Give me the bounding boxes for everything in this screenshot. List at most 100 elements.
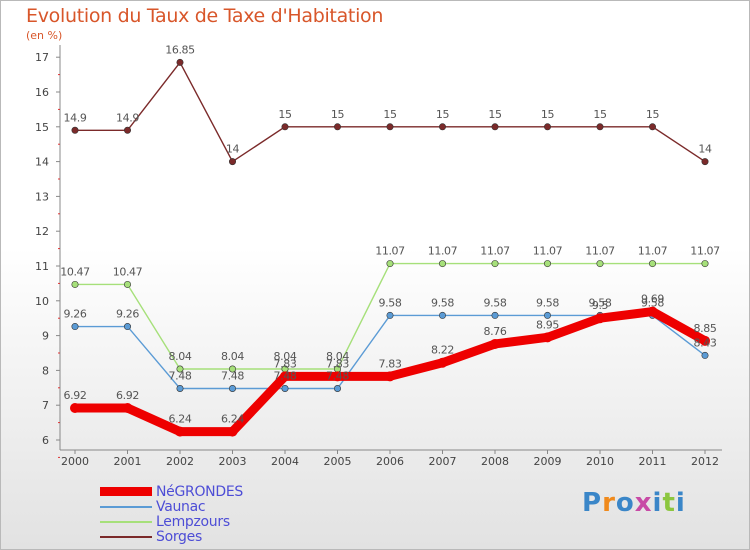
data-point-vaunac bbox=[124, 323, 132, 331]
logo-letter: r bbox=[602, 488, 616, 518]
data-label-vaunac: 7.48 bbox=[274, 369, 297, 382]
data-label-vaunac: 9.58 bbox=[484, 296, 507, 309]
data-label-négrondes: 8.95 bbox=[536, 318, 559, 331]
logo-letter: x bbox=[634, 488, 653, 518]
data-label-sorges: 15 bbox=[488, 108, 502, 121]
data-point-négrondes bbox=[385, 371, 395, 382]
data-point-sorges bbox=[596, 123, 604, 131]
data-label-lempzours: 11.07 bbox=[690, 245, 720, 258]
data-label-lempzours: 11.07 bbox=[638, 245, 668, 258]
data-label-vaunac: 9.58 bbox=[536, 296, 559, 309]
data-label-négrondes: 6.24 bbox=[169, 413, 192, 426]
data-point-négrondes bbox=[595, 313, 605, 324]
data-label-lempzours: 11.07 bbox=[375, 245, 405, 258]
data-label-sorges: 14 bbox=[698, 143, 712, 156]
y-tick-label: 15 bbox=[35, 121, 49, 134]
x-tick-label: 2000 bbox=[61, 455, 89, 468]
data-label-lempzours: 11.07 bbox=[585, 245, 615, 258]
data-label-vaunac: 9.26 bbox=[116, 308, 139, 321]
data-point-lempzours bbox=[701, 260, 709, 268]
x-tick-label: 2011 bbox=[639, 455, 667, 468]
data-point-négrondes bbox=[542, 332, 553, 343]
x-tick-label: 2007 bbox=[429, 455, 457, 468]
y-tick-label: 7 bbox=[42, 399, 49, 412]
legend-item: Vaunac bbox=[100, 498, 243, 515]
data-point-lempzours bbox=[386, 260, 394, 268]
data-label-négrondes: 7.83 bbox=[326, 357, 349, 370]
legend-label: NéGRONDES bbox=[156, 483, 243, 500]
data-label-lempzours: 11.07 bbox=[480, 245, 510, 258]
logo-letter: i bbox=[675, 488, 686, 518]
data-label-lempzours: 8.04 bbox=[326, 350, 349, 363]
data-label-lempzours: 10.47 bbox=[60, 265, 90, 278]
data-point-négrondes bbox=[70, 402, 80, 413]
data-label-vaunac: 8.43 bbox=[694, 336, 717, 349]
data-point-vaunac bbox=[491, 311, 499, 319]
data-label-sorges: 15 bbox=[278, 108, 292, 121]
legend-item: Lempzours bbox=[100, 514, 243, 530]
data-point-négrondes bbox=[227, 426, 238, 437]
data-point-sorges bbox=[648, 123, 656, 131]
data-point-sorges bbox=[229, 158, 237, 166]
data-label-négrondes: 8.85 bbox=[694, 322, 717, 335]
data-point-lempzours bbox=[596, 260, 604, 268]
legend-swatch bbox=[100, 520, 152, 523]
data-point-négrondes bbox=[490, 338, 500, 349]
legend-swatch bbox=[100, 535, 152, 538]
legend-label: Vaunac bbox=[156, 498, 206, 515]
data-label-sorges: 16.85 bbox=[165, 43, 195, 56]
data-point-négrondes bbox=[122, 402, 133, 413]
data-point-sorges bbox=[71, 126, 79, 134]
data-point-vaunac bbox=[333, 384, 341, 392]
data-label-lempzours: 8.04 bbox=[274, 350, 297, 363]
data-point-sorges bbox=[438, 123, 446, 131]
data-label-négrondes: 8.76 bbox=[484, 325, 507, 338]
y-tick-label: 13 bbox=[35, 190, 49, 203]
data-label-sorges: 15 bbox=[541, 108, 555, 121]
legend-item: NéGRONDES bbox=[100, 483, 243, 500]
data-label-négrondes: 7.83 bbox=[379, 357, 402, 370]
data-label-vaunac: 9.58 bbox=[589, 296, 612, 309]
legend-item: Sorges bbox=[100, 528, 243, 545]
data-point-lempzours bbox=[124, 280, 132, 288]
x-tick-label: 2010 bbox=[586, 455, 614, 468]
data-point-vaunac bbox=[386, 311, 394, 319]
x-tick-label: 2004 bbox=[271, 455, 299, 468]
x-tick-label: 2003 bbox=[219, 455, 247, 468]
x-tick-label: 2001 bbox=[114, 455, 142, 468]
data-label-vaunac: 7.48 bbox=[221, 369, 244, 382]
data-label-sorges: 15 bbox=[331, 108, 345, 121]
x-tick-label: 2012 bbox=[691, 455, 719, 468]
legend-label: Sorges bbox=[156, 528, 202, 545]
data-point-sorges bbox=[281, 123, 289, 131]
x-tick-label: 2008 bbox=[481, 455, 509, 468]
data-point-lempzours bbox=[648, 260, 656, 268]
data-label-vaunac: 7.48 bbox=[326, 369, 349, 382]
legend: NéGRONDES Vaunac Lempzours Sorges bbox=[100, 483, 243, 545]
data-point-lempzours bbox=[229, 365, 237, 373]
data-point-négrondes bbox=[700, 335, 710, 346]
data-label-vaunac: 9.58 bbox=[641, 296, 664, 309]
data-point-sorges bbox=[701, 158, 709, 166]
data-label-négrondes: 9.69 bbox=[641, 293, 664, 306]
data-point-vaunac bbox=[71, 323, 79, 331]
data-point-négrondes bbox=[280, 371, 290, 382]
legend-swatch bbox=[100, 487, 152, 496]
data-label-lempzours: 11.07 bbox=[533, 245, 563, 258]
data-point-vaunac bbox=[229, 384, 237, 392]
y-tick-label: 11 bbox=[35, 260, 49, 273]
logo-letter: o bbox=[615, 488, 635, 518]
data-point-lempzours bbox=[176, 365, 184, 373]
data-point-sorges bbox=[543, 123, 551, 131]
data-label-lempzours: 10.47 bbox=[113, 265, 143, 278]
data-point-lempzours bbox=[543, 260, 551, 268]
y-tick-label: 9 bbox=[42, 330, 49, 343]
data-point-lempzours bbox=[71, 280, 79, 288]
y-tick-label: 14 bbox=[35, 156, 49, 169]
data-point-sorges bbox=[386, 123, 394, 131]
y-tick-label: 8 bbox=[42, 364, 49, 377]
data-label-négrondes: 7.83 bbox=[274, 357, 297, 370]
data-point-négrondes bbox=[332, 371, 343, 382]
data-point-négrondes bbox=[647, 306, 658, 317]
